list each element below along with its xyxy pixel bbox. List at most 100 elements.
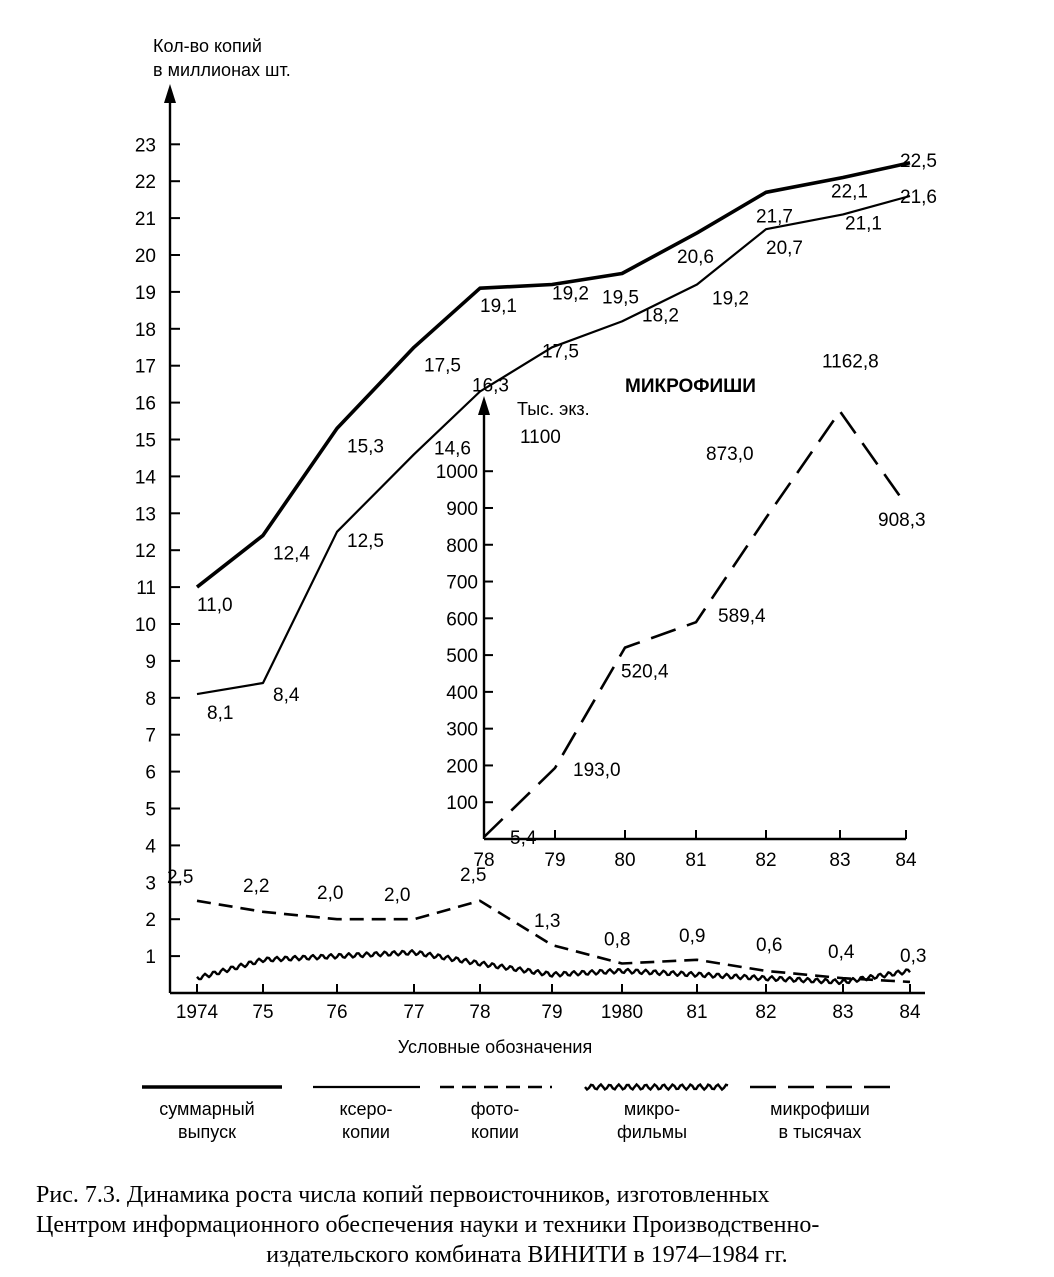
data-label: 17,5 xyxy=(542,341,579,362)
inset-x-tick-label: 83 xyxy=(829,850,850,871)
data-label: 17,5 xyxy=(424,355,461,376)
y-tick-label: 1 xyxy=(145,947,156,968)
inset-data-label: 908,3 xyxy=(878,510,926,531)
data-label: 19,2 xyxy=(552,284,589,305)
y-tick-label: 15 xyxy=(135,431,156,452)
legend-label: суммарный xyxy=(159,1099,255,1119)
data-label: 18,2 xyxy=(642,305,679,326)
inset-y-tick-label: 300 xyxy=(446,720,478,741)
y-tick-label: 13 xyxy=(135,504,156,525)
y-tick-label: 21 xyxy=(135,209,156,230)
series-line-микрофильмы xyxy=(196,949,911,986)
data-label: 2,0 xyxy=(384,885,410,906)
data-label: 22,5 xyxy=(900,151,937,172)
inset-y-tick-label: 600 xyxy=(446,609,478,630)
y-tick-label: 14 xyxy=(135,467,157,488)
x-tick-label: 78 xyxy=(469,1002,490,1023)
data-label: 11,0 xyxy=(197,595,233,616)
data-label: 19,5 xyxy=(602,287,639,308)
data-label: 20,6 xyxy=(677,247,714,268)
series-line-фотокопии xyxy=(196,899,911,984)
inset-data-label: 589,4 xyxy=(718,606,766,627)
legend-label: микрофиши xyxy=(770,1099,870,1119)
legend-title: Условные обозначения xyxy=(398,1037,592,1057)
legend-label: ксеро- xyxy=(339,1099,392,1119)
inset-x-tick-label: 80 xyxy=(614,850,635,871)
data-label: 2,5 xyxy=(460,865,486,886)
data-label: 21,1 xyxy=(845,213,882,234)
inset-x-tick-label: 79 xyxy=(544,850,565,871)
inset-data-label: 1162,8 xyxy=(822,351,879,372)
data-label: 0,9 xyxy=(679,926,705,947)
data-label: 12,5 xyxy=(347,531,384,552)
x-tick-label: 1980 xyxy=(601,1002,643,1023)
series-line-суммарный-выпуск xyxy=(195,161,911,589)
data-label: 8,4 xyxy=(273,685,300,706)
data-label: 2,5 xyxy=(167,867,193,888)
data-label: 22,1 xyxy=(831,182,868,203)
y-tick-label: 18 xyxy=(135,320,156,341)
y-tick-label: 8 xyxy=(145,689,156,710)
inset-data-label: 5,4 xyxy=(510,828,537,849)
data-label: 0,4 xyxy=(828,942,855,963)
inset-y-tick-label: 500 xyxy=(446,646,478,667)
legend: Условные обозначения суммарный выпуск ксеро… xyxy=(142,1037,890,1142)
inset-y-axis-title: Тыс. экз. xyxy=(517,399,590,419)
series-line-ксерокопии xyxy=(196,194,911,696)
x-tick-label: 82 xyxy=(755,1002,776,1023)
data-label: 19,2 xyxy=(712,289,749,310)
caption-line-1: Рис. 7.3. Динамика роста числа копий пер… xyxy=(36,1182,770,1208)
legend-swatch xyxy=(584,1082,729,1092)
y-tick-label: 11 xyxy=(136,578,156,599)
inset-y-axis-arrow xyxy=(478,396,490,415)
inset-title: МИКРОФИШИ xyxy=(625,376,756,397)
inset-y-tick-label: 800 xyxy=(446,536,478,557)
y-tick-label: 6 xyxy=(145,763,156,784)
inset-y-tick-label: 100 xyxy=(446,793,478,814)
legend-label: копии xyxy=(471,1122,519,1142)
data-label: 19,1 xyxy=(480,296,517,317)
y-tick-label: 3 xyxy=(145,873,156,894)
data-label: 1,3 xyxy=(534,911,560,932)
y-tick-label: 7 xyxy=(145,726,156,747)
inset-y-tick-label: 900 xyxy=(446,499,478,520)
x-tick-label: 77 xyxy=(403,1002,424,1023)
inset-data-label: 873,0 xyxy=(706,444,754,465)
y-tick-label: 20 xyxy=(135,246,156,267)
data-label: 0,6 xyxy=(756,935,782,956)
y-axis-title-line-1: Кол-во копий xyxy=(153,36,262,56)
legend-label: в тысячах xyxy=(779,1122,862,1142)
inset-x-tick-label: 81 xyxy=(685,850,706,871)
y-tick-label: 12 xyxy=(135,541,156,562)
y-axis-title-line-2: в миллионах шт. xyxy=(153,60,291,80)
microfiche-inset-chart: Тыс. экз. 1100 МИКРОФИШИ 100 200 300 400 500 600… xyxy=(436,351,926,871)
y-tick-label: 4 xyxy=(145,836,156,857)
inset-x-tick-label: 78 xyxy=(473,850,494,871)
y-tick-label: 9 xyxy=(145,652,156,673)
data-label: 0,8 xyxy=(604,929,630,950)
inset-x-tick-label: 84 xyxy=(895,850,917,871)
legend-label: микро- xyxy=(624,1099,680,1119)
inset-y-top-label: 1100 xyxy=(520,427,561,448)
inset-data-label: 193,0 xyxy=(573,760,621,781)
inset-y-tick-label: 400 xyxy=(446,683,478,704)
y-tick-label: 2 xyxy=(145,910,156,931)
y-axis-arrow xyxy=(164,84,176,103)
legend-label: выпуск xyxy=(178,1122,236,1142)
data-label: 2,0 xyxy=(317,883,343,904)
x-tick-label: 79 xyxy=(541,1002,562,1023)
legend-label: фото- xyxy=(471,1099,519,1119)
inset-data-label: 520,4 xyxy=(621,662,669,683)
y-tick-label: 10 xyxy=(135,615,156,636)
data-label: 15,3 xyxy=(347,436,384,457)
y-tick-label: 19 xyxy=(135,283,156,304)
data-label: 16,3 xyxy=(472,376,509,397)
x-tick-label: 76 xyxy=(326,1002,347,1023)
data-label: 14,6 xyxy=(434,438,471,459)
data-label: 12,4 xyxy=(273,543,310,564)
data-label: 21,6 xyxy=(900,187,937,208)
y-tick-label: 5 xyxy=(145,800,156,821)
series-line-микрофиши xyxy=(483,409,908,838)
x-tick-label: 83 xyxy=(832,1002,853,1023)
caption-line-2: Центром информационного обеспечения наук… xyxy=(36,1212,819,1238)
